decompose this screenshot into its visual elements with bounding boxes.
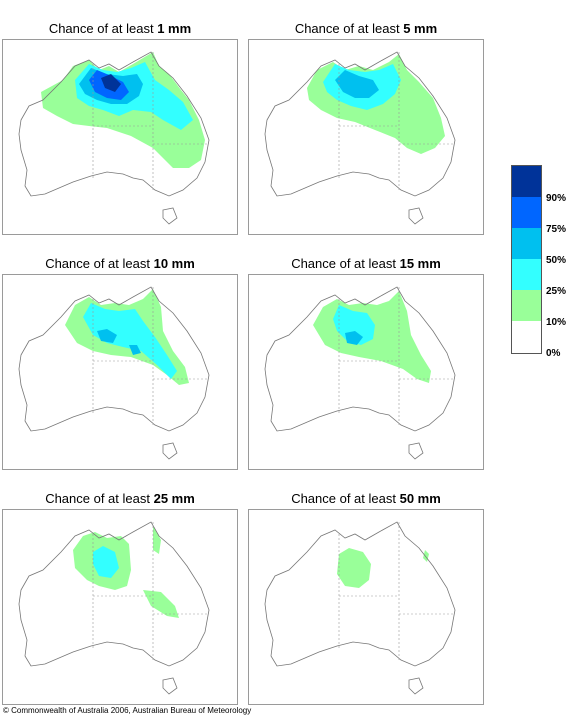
panel-title-25mm: Chance of at least 25 mm (45, 491, 195, 506)
australia-outline (264, 286, 456, 460)
state-borders (92, 522, 207, 660)
map-zone-50 (345, 331, 363, 345)
map-zone-50 (335, 70, 379, 98)
state-borders (92, 52, 207, 190)
panel-title-5mm: Chance of at least 5 mm (294, 21, 438, 36)
map-panel-50mm (248, 509, 484, 705)
state-borders (338, 52, 453, 190)
legend-label-0: 0% (546, 348, 561, 359)
australia-map-1mm (18, 51, 210, 225)
panel-title-1mm: Chance of at least 1 mm (48, 21, 192, 36)
legend-label-10: 10% (546, 317, 567, 328)
australia-map-10mm (18, 286, 210, 460)
australia-map-15mm (264, 286, 456, 460)
map-panel-25mm (2, 509, 238, 705)
state-borders (92, 287, 207, 425)
australia-outline (18, 286, 210, 460)
legend-label-50: 50% (546, 255, 567, 266)
map-zone-90 (101, 74, 121, 92)
map-panel-15mm (248, 274, 484, 470)
australia-map-50mm (264, 521, 456, 695)
probability-legend (511, 165, 542, 354)
legend-label-75: 75% (546, 224, 567, 235)
legend-swatch-50 (512, 228, 541, 259)
legend-swatch-75 (512, 197, 541, 228)
state-borders (338, 522, 453, 660)
map-zone-25 (333, 305, 375, 345)
legend-swatch-90 (512, 166, 541, 197)
australia-map-25mm (18, 521, 210, 695)
legend-label-90: 90% (546, 193, 567, 204)
legend-swatch-0 (512, 321, 541, 353)
panel-title-50mm: Chance of at least 50 mm (291, 491, 441, 506)
map-zone-25 (83, 303, 177, 379)
australia-outline (264, 51, 456, 225)
copyright-notice: © Commonwealth of Australia 2006, Austra… (3, 706, 252, 715)
map-zone-25 (93, 546, 119, 578)
map-zone-10 (337, 548, 429, 588)
map-panel-1mm (2, 39, 238, 235)
australia-outline (264, 521, 456, 695)
map-panel-10mm (2, 274, 238, 470)
legend-label-25: 25% (546, 286, 567, 297)
australia-map-5mm (264, 51, 456, 225)
australia-outline (18, 521, 210, 695)
panel-title-15mm: Chance of at least 15 mm (291, 256, 441, 271)
map-panel-5mm (248, 39, 484, 235)
panel-title-10mm: Chance of at least 10 mm (45, 256, 195, 271)
legend-swatch-10 (512, 290, 541, 321)
map-zone-50 (97, 329, 141, 355)
australia-outline (18, 51, 210, 225)
legend-swatch-25 (512, 259, 541, 290)
state-borders (338, 287, 453, 425)
